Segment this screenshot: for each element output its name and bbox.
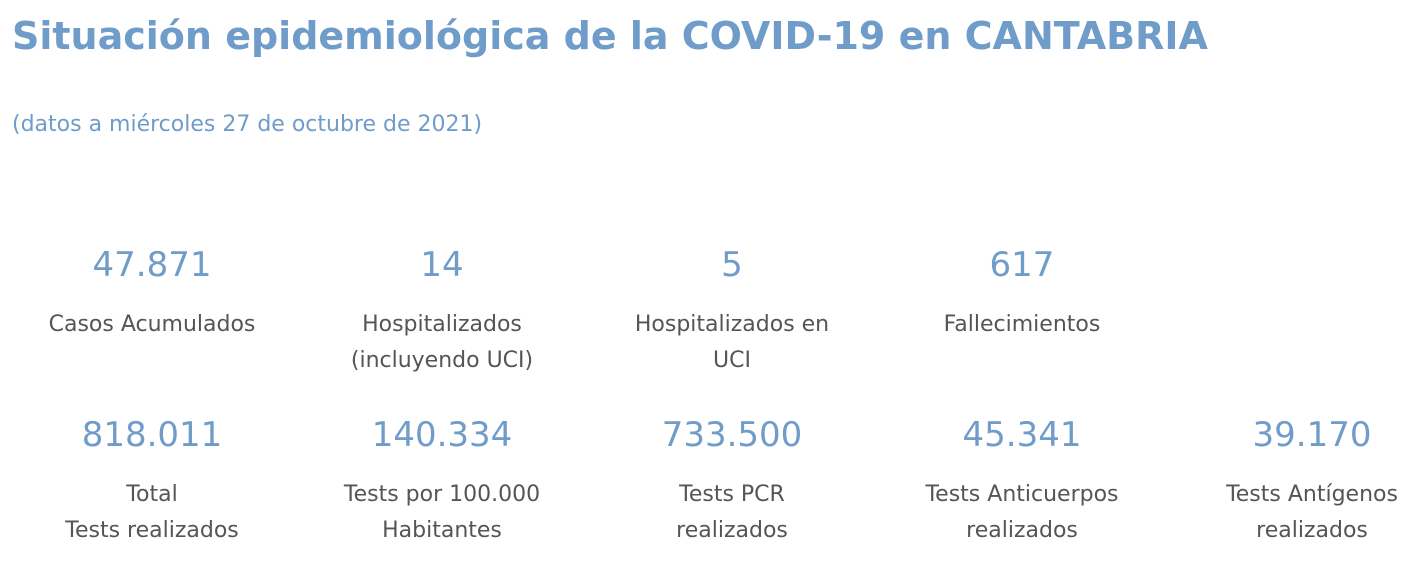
stat-label: Total Tests realizados bbox=[65, 482, 239, 543]
stat-hospitalizados: 14 Hospitalizados (incluyendo UCI) bbox=[312, 245, 572, 379]
stat-value: 733.500 bbox=[661, 415, 803, 455]
stat-tests-anticuerpos: 45.341 Tests Anticuerpos realizados bbox=[892, 415, 1152, 549]
stat-label: Hospitalizados (incluyendo UCI) bbox=[350, 312, 534, 373]
stat-value: 617 bbox=[989, 245, 1055, 285]
stat-label: Casos Acumulados bbox=[48, 312, 256, 337]
stat-hospitalizados-uci: 5 Hospitalizados en UCI bbox=[602, 245, 862, 379]
stat-label: Fallecimientos bbox=[943, 312, 1101, 337]
stat-value: 47.871 bbox=[92, 245, 212, 285]
stat-total-tests: 818.011 Total Tests realizados bbox=[22, 415, 282, 549]
stat-fallecimientos: 617 Fallecimientos bbox=[892, 245, 1152, 343]
stat-value: 5 bbox=[721, 245, 743, 285]
stat-value: 140.334 bbox=[371, 415, 513, 455]
stat-label: Tests por 100.000 Habitantes bbox=[343, 482, 541, 543]
stat-tests-antigenos: 39.170 Tests Antígenos realizados bbox=[1182, 415, 1422, 549]
stat-label: Tests Anticuerpos realizados bbox=[925, 482, 1119, 543]
stat-label: Tests Antígenos realizados bbox=[1226, 482, 1398, 543]
stat-value: 39.170 bbox=[1252, 415, 1372, 455]
stat-casos-acumulados: 47.871 Casos Acumulados bbox=[22, 245, 282, 343]
stat-label: Hospitalizados en UCI bbox=[634, 312, 830, 373]
stat-value: 818.011 bbox=[81, 415, 223, 455]
stat-label: Tests PCR realizados bbox=[676, 482, 788, 543]
stat-tests-por-habitantes: 140.334 Tests por 100.000 Habitantes bbox=[312, 415, 572, 549]
stat-value: 45.341 bbox=[962, 415, 1082, 455]
stat-value: 14 bbox=[420, 245, 464, 285]
data-date-subtitle: (datos a miércoles 27 de octubre de 2021… bbox=[12, 112, 483, 137]
stat-tests-pcr: 733.500 Tests PCR realizados bbox=[602, 415, 862, 549]
page-title: Situación epidemiológica de la COVID-19 … bbox=[12, 14, 1208, 58]
